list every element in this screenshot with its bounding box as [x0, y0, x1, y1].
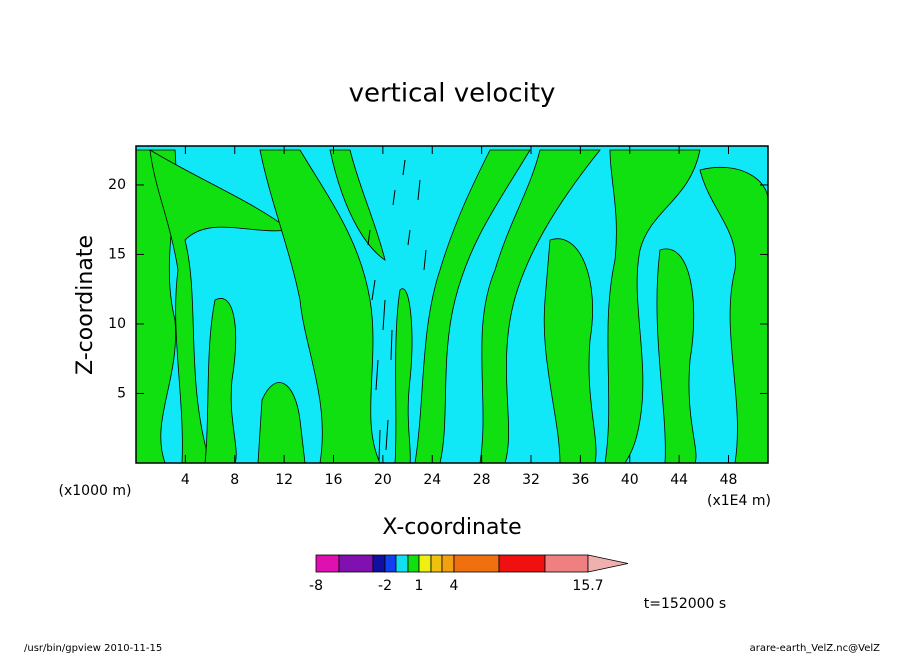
colorbar-segment — [441, 554, 455, 573]
colorbar-segment — [395, 554, 409, 573]
x-tick-label: 40 — [621, 472, 639, 488]
x-tick-label: 16 — [325, 472, 343, 488]
plot-frame — [135, 145, 769, 464]
colorbar-segment — [418, 554, 432, 573]
colorbar-segment — [407, 554, 420, 573]
x-tick-label: 4 — [181, 472, 190, 488]
y-tick-label: 5 — [117, 385, 126, 401]
colorbar-segment — [372, 554, 386, 573]
x-tick-label: 36 — [571, 472, 589, 488]
x-tick-label: 48 — [720, 472, 738, 488]
field-region — [543, 238, 597, 464]
x-tick-label: 8 — [230, 472, 239, 488]
x-unit: (x1E4 m) — [707, 493, 771, 509]
x-tick-label: 28 — [473, 472, 491, 488]
y-tick-label: 10 — [108, 316, 126, 332]
x-tick-label: 20 — [374, 472, 392, 488]
y-tick-label: 20 — [108, 177, 126, 193]
field-region — [257, 382, 306, 464]
colorbar-segment — [315, 554, 340, 573]
y-axis-label: Z-coordinate — [73, 235, 98, 375]
contour-field — [135, 145, 769, 464]
y-unit: (x1000 m) — [59, 483, 132, 499]
x-tick-label: 32 — [522, 472, 540, 488]
colorbar-segment — [430, 554, 443, 573]
colorbar-tick-label: 1 — [415, 578, 424, 594]
field-region — [329, 149, 386, 261]
field-region — [699, 166, 769, 464]
field-region — [204, 298, 237, 464]
field-region — [604, 149, 701, 464]
colorbar-segment — [384, 554, 397, 573]
y-tick-label: 15 — [108, 246, 126, 262]
field-region — [394, 288, 413, 464]
footer-left: /usr/bin/gpview 2010-11-15 — [24, 643, 162, 654]
field-contours — [367, 159, 427, 461]
colorbar-segment — [453, 554, 500, 573]
x-axis-label: X-coordinate — [382, 515, 521, 540]
colorbar-tick-label: -2 — [378, 578, 392, 594]
x-tick-label: 44 — [670, 472, 688, 488]
footer-right: arare-earth_VelZ.nc@VelZ — [750, 643, 881, 654]
colorbar-segment — [544, 554, 589, 573]
colorbar-segment — [338, 554, 374, 573]
chart-title: vertical velocity — [349, 79, 556, 109]
x-tick-label: 12 — [275, 472, 293, 488]
colorbar-segment — [498, 554, 546, 573]
colorbar-extension — [587, 554, 629, 573]
time-label: t=152000 s — [644, 596, 726, 612]
colorbar-tick-label: 15.7 — [572, 578, 603, 594]
colorbar-tick-label: 4 — [450, 578, 459, 594]
x-tick-label: 24 — [423, 472, 441, 488]
field-region — [656, 248, 697, 464]
colorbar-tick-label: -8 — [309, 578, 323, 594]
